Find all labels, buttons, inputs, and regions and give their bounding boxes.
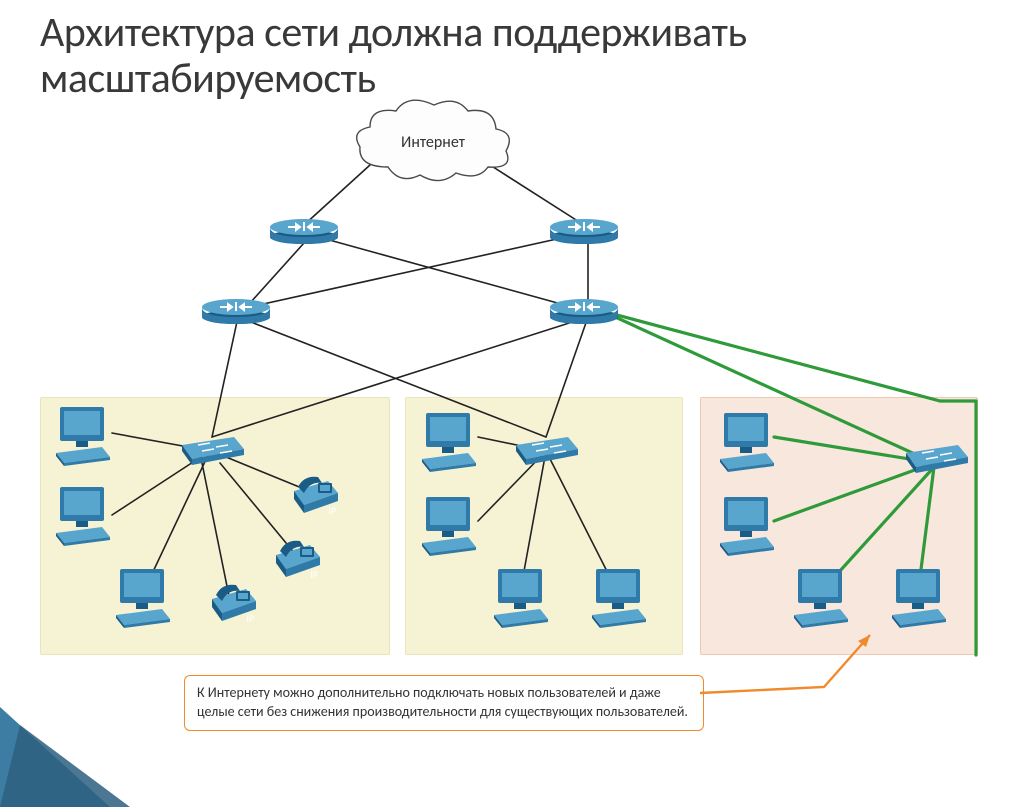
computer-icon [490,567,552,629]
pc-r1 [716,411,778,473]
diagram-canvas: Интернет [40,115,984,700]
switch-icon [510,435,580,467]
router-icon [548,297,620,325]
router-bot-right [548,297,620,325]
pc-r3 [790,567,852,629]
pc-l2 [52,485,114,547]
computer-icon [52,485,114,547]
computer-icon [588,567,650,629]
switch-left [176,435,246,467]
phone-2: IP [270,531,324,585]
router-bot-left [200,297,272,325]
router-top-right [548,217,620,245]
router-top-left [268,217,340,245]
computer-icon [418,495,480,557]
computer-icon [418,411,480,473]
switch-icon [900,443,970,475]
page-title: Архитектура сети должна поддерживать мас… [40,10,984,102]
pc-m3 [490,567,552,629]
pc-m1 [418,411,480,473]
switch-icon [176,435,246,467]
switch-mid [510,435,580,467]
switch-right [900,443,970,475]
router-icon [548,217,620,245]
computer-icon [52,405,114,467]
callout-box: К Интернету можно дополнительно подключа… [184,675,704,731]
router-icon [268,217,340,245]
cloud-label: Интернет [348,133,518,152]
phone-3: IP [206,575,260,629]
pc-r2 [716,495,778,557]
pc-l1 [52,405,114,467]
internet-cloud: Интернет [348,97,518,187]
pc-l3 [112,567,174,629]
phone-1: IP [288,467,342,521]
router-icon [200,297,272,325]
pc-m2 [418,495,480,557]
pc-r4 [888,567,950,629]
computer-icon [716,411,778,473]
computer-icon [716,495,778,557]
callout-text: К Интернету можно дополнительно подключа… [197,684,688,720]
computer-icon [790,567,852,629]
computer-icon [888,567,950,629]
slide-accent [0,707,130,807]
pc-m4 [588,567,650,629]
computer-icon [112,567,174,629]
